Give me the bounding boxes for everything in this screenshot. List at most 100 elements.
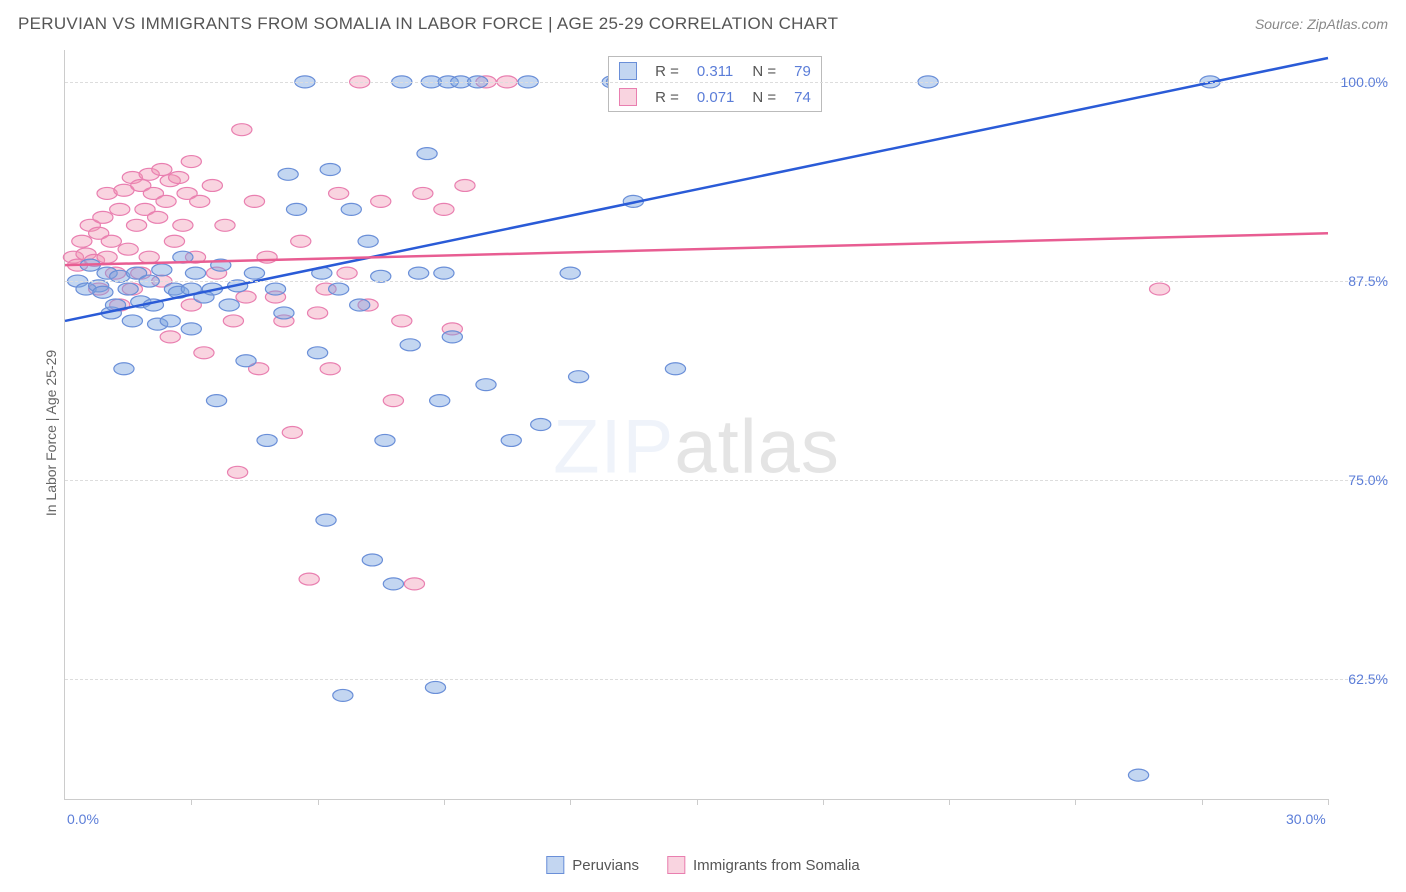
data-point — [206, 395, 226, 407]
data-point — [417, 148, 437, 160]
x-tick-label: 30.0% — [1286, 811, 1326, 827]
chart-container: In Labor Force | Age 25-29 ZIPatlas R =0… — [30, 50, 1388, 834]
data-point — [299, 573, 319, 585]
y-tick-label: 75.0% — [1334, 472, 1388, 488]
gridline-h — [65, 281, 1388, 282]
plot-area: In Labor Force | Age 25-29 ZIPatlas R =0… — [64, 50, 1328, 800]
data-point — [156, 195, 176, 207]
chart-title: PERUVIAN VS IMMIGRANTS FROM SOMALIA IN L… — [18, 14, 838, 34]
data-point — [560, 267, 580, 279]
x-tick — [191, 799, 192, 805]
source-attribution: Source: ZipAtlas.com — [1255, 16, 1388, 32]
data-point — [442, 331, 462, 343]
data-point — [148, 211, 168, 223]
data-point — [400, 339, 420, 351]
x-tick — [823, 799, 824, 805]
stats-legend-row: R =0.071N =74 — [611, 85, 819, 109]
data-point — [409, 267, 429, 279]
data-point — [190, 195, 210, 207]
data-point — [219, 299, 239, 311]
data-point — [228, 466, 248, 478]
data-point — [185, 267, 205, 279]
data-point — [93, 286, 113, 298]
y-tick-label: 87.5% — [1334, 273, 1388, 289]
data-point — [286, 203, 306, 215]
data-point — [531, 419, 551, 431]
data-point — [257, 434, 277, 446]
legend-swatch — [546, 856, 564, 874]
y-tick-label: 100.0% — [1334, 74, 1388, 90]
data-point — [118, 243, 138, 255]
legend-item: Immigrants from Somalia — [667, 856, 860, 874]
data-point — [101, 235, 121, 247]
data-point — [333, 689, 353, 701]
data-point — [169, 171, 189, 183]
data-point — [202, 179, 222, 191]
data-point — [244, 195, 264, 207]
data-point — [307, 307, 327, 319]
data-point — [383, 395, 403, 407]
gridline-h — [65, 679, 1388, 680]
data-point — [434, 203, 454, 215]
legend-item: Peruvians — [546, 856, 639, 874]
data-point — [114, 363, 134, 375]
data-point — [110, 203, 130, 215]
data-point — [1149, 283, 1169, 295]
data-point — [215, 219, 235, 231]
legend-label: Immigrants from Somalia — [693, 857, 860, 874]
data-point — [236, 291, 256, 303]
data-point — [1128, 769, 1148, 781]
data-point — [329, 283, 349, 295]
data-point — [282, 426, 302, 438]
data-point — [430, 395, 450, 407]
data-point — [274, 307, 294, 319]
data-point — [371, 195, 391, 207]
x-tick — [1202, 799, 1203, 805]
x-tick — [1328, 799, 1329, 805]
data-point — [181, 323, 201, 335]
data-point — [232, 124, 252, 136]
data-point — [425, 681, 445, 693]
data-point — [404, 578, 424, 590]
x-tick — [1075, 799, 1076, 805]
data-point — [375, 434, 395, 446]
legend-label: Peruvians — [572, 857, 639, 874]
y-tick-label: 62.5% — [1334, 671, 1388, 687]
trend-line — [65, 233, 1328, 265]
y-axis-label: In Labor Force | Age 25-29 — [43, 349, 59, 515]
data-point — [320, 363, 340, 375]
data-point — [320, 164, 340, 176]
gridline-h — [65, 480, 1388, 481]
x-tick — [949, 799, 950, 805]
data-point — [160, 331, 180, 343]
legend-swatch — [619, 88, 637, 106]
data-point — [455, 179, 475, 191]
data-point — [122, 315, 142, 327]
data-point — [160, 315, 180, 327]
data-point — [413, 187, 433, 199]
stats-legend-row: R =0.311N =79 — [611, 59, 819, 83]
legend-swatch — [619, 62, 637, 80]
data-point — [126, 219, 146, 231]
data-point — [97, 251, 117, 263]
data-point — [501, 434, 521, 446]
data-point — [244, 267, 264, 279]
stats-legend: R =0.311N =79R =0.071N =74 — [608, 56, 822, 112]
data-point — [476, 379, 496, 391]
data-point — [278, 168, 298, 180]
data-point — [569, 371, 589, 383]
data-point — [341, 203, 361, 215]
legend-swatch — [667, 856, 685, 874]
data-point — [665, 363, 685, 375]
data-point — [362, 554, 382, 566]
gridline-h — [65, 82, 1388, 83]
data-point — [194, 347, 214, 359]
data-point — [434, 267, 454, 279]
data-point — [236, 355, 256, 367]
data-point — [139, 251, 159, 263]
x-tick — [570, 799, 571, 805]
data-point — [329, 187, 349, 199]
data-point — [152, 264, 172, 276]
data-point — [316, 514, 336, 526]
data-point — [291, 235, 311, 247]
